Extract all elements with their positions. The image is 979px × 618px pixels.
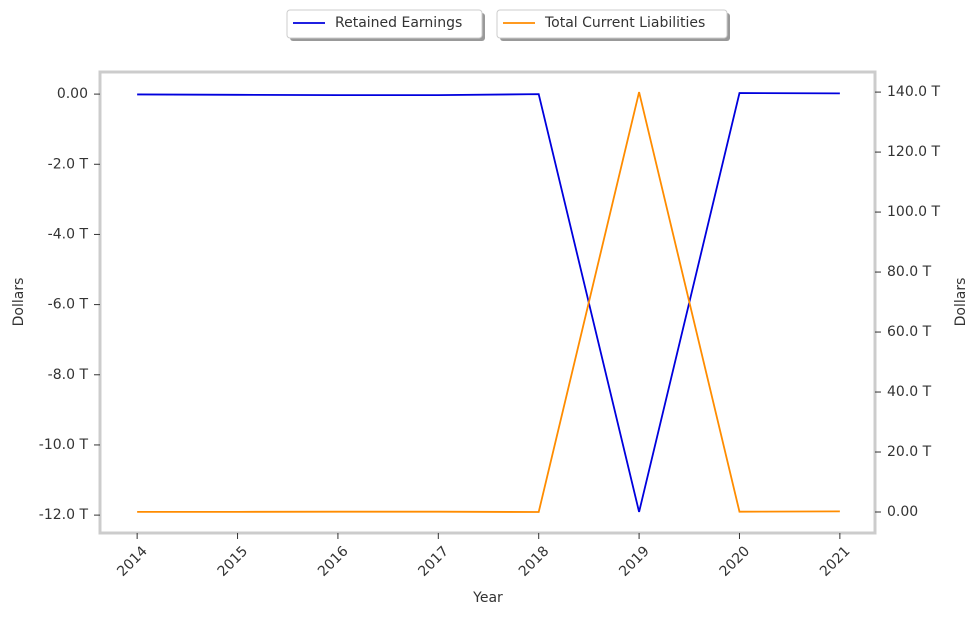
legend-label: Total Current Liabilities bbox=[544, 15, 705, 31]
y-tick-label: -4.0 T bbox=[48, 226, 89, 242]
y2-tick-label: 80.0 T bbox=[887, 264, 932, 280]
y-tick-label: -12.0 T bbox=[39, 507, 89, 523]
y-tick-label: 0.00 bbox=[57, 86, 88, 102]
y-tick-label: -6.0 T bbox=[48, 297, 89, 313]
legend-box bbox=[286, 9, 483, 39]
line bbox=[137, 91, 840, 513]
plot-frame bbox=[98, 70, 877, 535]
y-axis-label: Dollars bbox=[11, 278, 27, 327]
legend-box bbox=[496, 9, 728, 39]
y2-tick-label: 100.0 T bbox=[887, 204, 941, 220]
x-tick-label: 2020 bbox=[717, 543, 754, 580]
x-tick-label: 2018 bbox=[516, 543, 553, 580]
legend-label: Retained Earnings bbox=[335, 15, 462, 31]
y-tick-label: -10.0 T bbox=[39, 437, 89, 453]
x-tick-label: 2021 bbox=[817, 543, 854, 580]
x-tick-label: 2015 bbox=[215, 543, 252, 580]
x-tick-label: 2019 bbox=[616, 543, 653, 580]
y2-tick-label: 120.0 T bbox=[887, 144, 941, 160]
x-tick-label: 2017 bbox=[415, 543, 452, 580]
x-tick-label: 2014 bbox=[114, 543, 151, 580]
x-tick-label: 2016 bbox=[315, 543, 352, 580]
y-tick-label: -2.0 T bbox=[48, 156, 89, 172]
y2-axis-label: Dollars bbox=[953, 278, 969, 327]
y2-tick-label: 60.0 T bbox=[887, 324, 932, 340]
y2-tick-label: 20.0 T bbox=[887, 444, 932, 460]
x-axis-label: Year bbox=[472, 590, 503, 606]
y2-tick-label: 140.0 T bbox=[887, 84, 941, 100]
y2-tick-label: 0.00 bbox=[887, 504, 918, 520]
line bbox=[137, 92, 840, 513]
y-tick-label: -8.0 T bbox=[48, 367, 89, 383]
y2-tick-label: 40.0 T bbox=[887, 384, 932, 400]
